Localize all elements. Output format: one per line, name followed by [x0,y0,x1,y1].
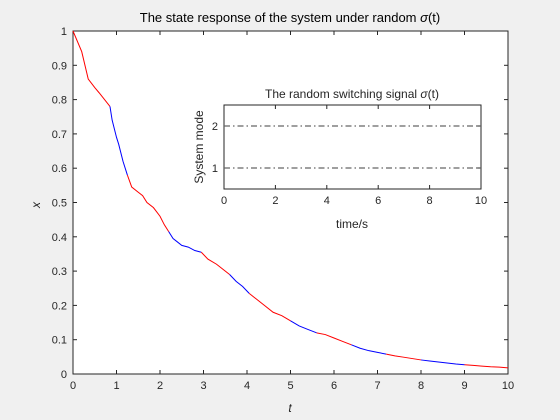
inset-y-axis-label: System mode [192,110,206,184]
series-line-segment [290,320,317,334]
main-chart: The state response of the system under r… [29,10,514,415]
inset-series [224,125,481,169]
inset-chart: The random switching signal σ(t) 0 2 4 6 8 10… [192,87,487,231]
x-tick-label: 6 [375,195,381,207]
y-tick-label: 0.3 [52,266,67,278]
series-line-segment [229,274,250,294]
x-tick-label: 7 [374,380,380,392]
y-tick-label: 0.5 [52,198,67,210]
main-chart-title: The state response of the system under r… [140,10,441,25]
y-tick-label: 0.9 [52,60,67,72]
x-tick-label: 10 [502,380,514,392]
x-tick-label: 6 [331,380,337,392]
series-line-segment [248,293,291,322]
y-tick-label: 1 [212,163,218,175]
main-x-ticks: 0 1 2 3 4 5 6 7 8 9 10 [70,31,514,392]
series-line-segment [420,359,465,366]
inset-x-axis-label: time/s [336,217,368,231]
x-tick-label: 8 [418,380,424,392]
main-y-ticks: 0 0.1 0.2 0.3 0.4 0.5 0.6 0.7 0.8 0.9 1 [52,26,508,381]
y-tick-label: 2 [212,121,218,133]
series-line-segment [126,174,170,232]
y-tick-label: 0.4 [52,232,67,244]
x-tick-label: 0 [221,195,227,207]
x-tick-label: 2 [157,380,163,392]
x-tick-label: 10 [475,195,487,207]
y-tick-label: 0.2 [52,300,67,312]
y-tick-label: 0 [61,369,67,381]
x-tick-label: 4 [324,195,330,207]
x-tick-label: 3 [200,380,206,392]
main-plot-area [72,30,509,375]
main-series [72,30,509,369]
y-tick-label: 1 [61,26,67,38]
y-tick-label: 0.6 [52,163,67,175]
series-line-segment [316,332,352,346]
x-tick-label: 9 [461,380,467,392]
x-tick-label: 0 [70,380,76,392]
y-tick-label: 0.8 [52,95,67,107]
series-line-segment [351,344,387,355]
series-line-segment [386,353,422,361]
y-tick-label: 0.7 [52,129,67,141]
x-tick-label: 5 [287,380,293,392]
x-tick-label: 8 [427,195,433,207]
y-tick-label: 0.1 [52,335,67,347]
x-tick-label: 2 [272,195,278,207]
main-x-axis-label: t [288,401,292,415]
inset-chart-title: The random switching signal σ(t) [265,87,439,101]
inset-plot-area [223,104,482,190]
series-line-segment [168,231,202,253]
x-tick-label: 4 [244,380,250,392]
series-line-segment [200,251,230,275]
inset-x-ticks: 0 2 4 6 8 10 [221,105,487,207]
x-tick-label: 1 [113,380,119,392]
series-line-segment [464,364,509,369]
series-line-segment [72,30,111,107]
main-y-axis-label: x [29,201,43,209]
series-line-segment [109,106,128,176]
